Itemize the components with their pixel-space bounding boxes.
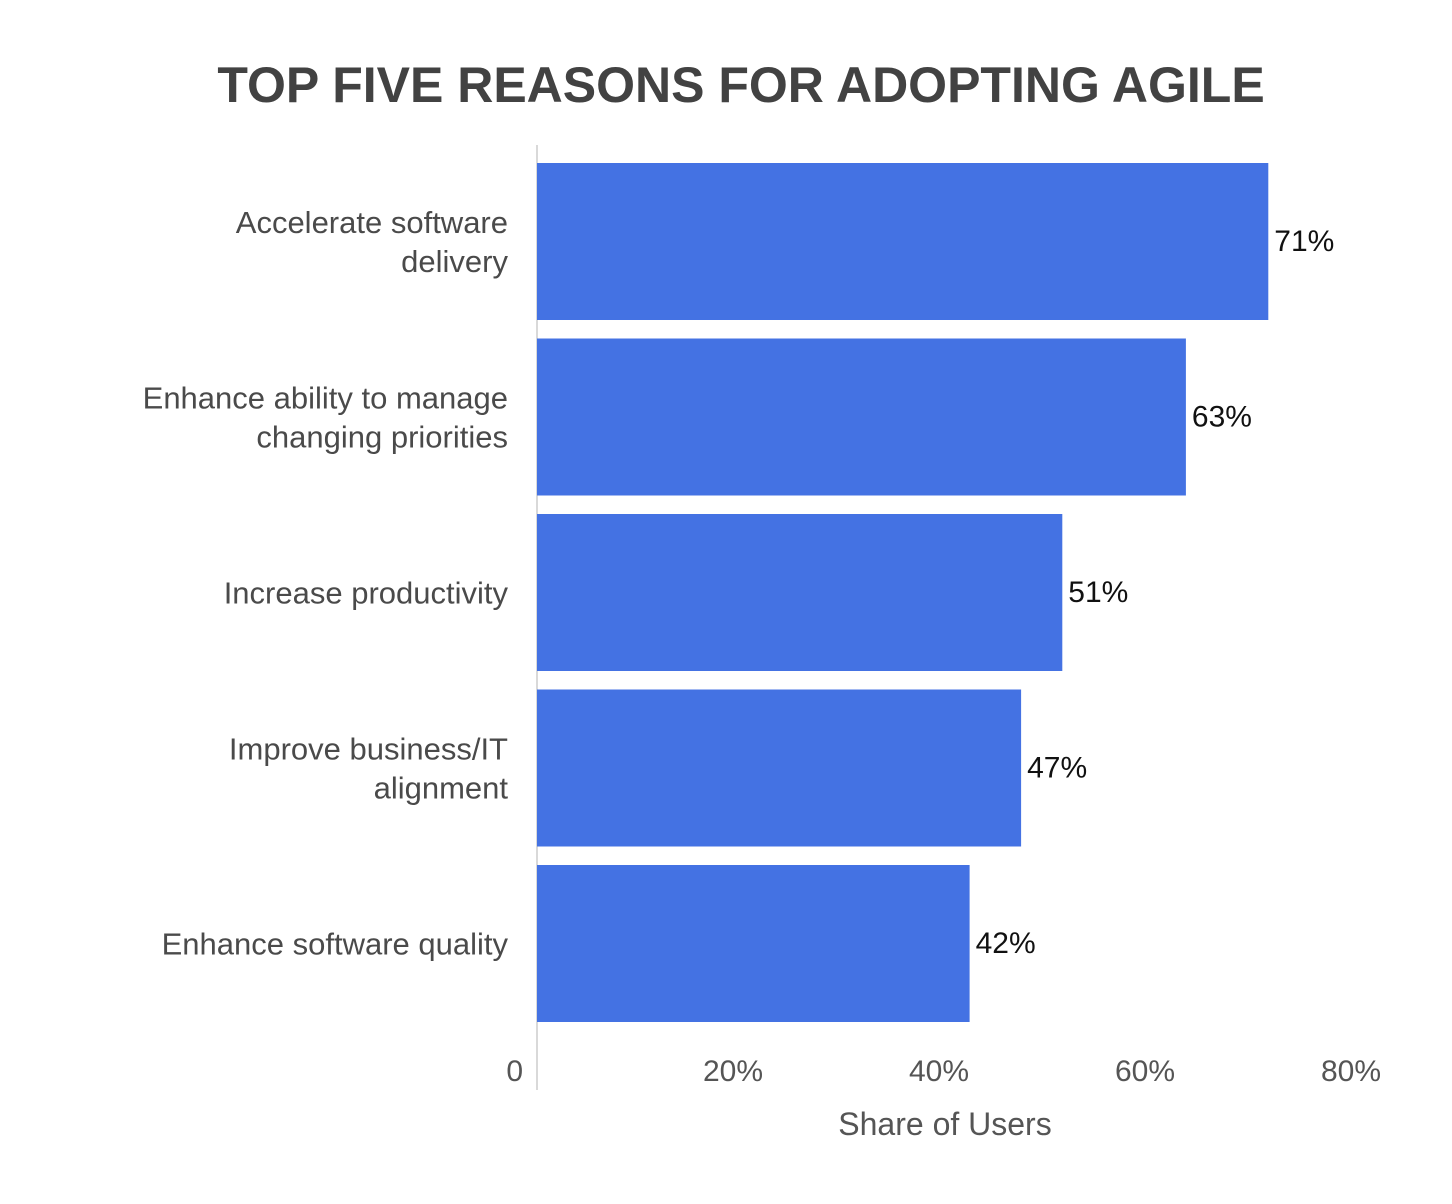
bar-3 [537, 514, 1063, 671]
category-label-line: Enhance ability to manage [143, 381, 508, 416]
category-label-line: changing priorities [256, 420, 508, 455]
category-labels: Accelerate software delivery Enhance abili… [143, 205, 509, 962]
category-label-1: Accelerate software delivery [236, 205, 509, 279]
value-label-3: 51% [1068, 576, 1128, 609]
x-tick-label-1: 20% [703, 1055, 763, 1088]
bars-group [537, 163, 1269, 1022]
x-tick-label-4: 80% [1321, 1055, 1381, 1088]
category-label-5: Enhance software quality [162, 927, 509, 962]
x-tick-label-2: 40% [909, 1055, 969, 1088]
category-label-line: Increase productivity [224, 576, 509, 611]
category-label-line: alignment [374, 771, 509, 806]
value-labels: 71% 63% 51% 47% 42% [976, 225, 1335, 960]
category-label-line: Accelerate software [236, 205, 508, 240]
bar-1 [537, 163, 1269, 320]
category-label-line: Improve business/IT [229, 732, 508, 767]
value-label-5: 42% [976, 927, 1036, 960]
x-axis-ticks: 0 20% 40% 60% 80% [506, 1055, 1381, 1088]
value-label-4: 47% [1027, 752, 1087, 785]
bar-4 [537, 689, 1022, 847]
chart-title: TOP FIVE REASONS FOR ADOPTING AGILE [217, 57, 1264, 113]
bar-5 [537, 865, 970, 1022]
category-label-3: Increase productivity [224, 576, 509, 611]
category-label-line: Enhance software quality [162, 927, 509, 962]
category-label-2: Enhance ability to manage changing priori… [143, 381, 508, 455]
bar-2 [537, 338, 1186, 496]
category-label-line: delivery [401, 244, 508, 279]
category-label-4: Improve business/IT alignment [229, 732, 508, 806]
x-tick-label-3: 60% [1115, 1055, 1175, 1088]
x-axis-title: Share of Users [838, 1106, 1051, 1142]
value-label-2: 63% [1192, 401, 1252, 434]
value-label-1: 71% [1274, 225, 1334, 258]
x-tick-label-0: 0 [506, 1055, 523, 1088]
